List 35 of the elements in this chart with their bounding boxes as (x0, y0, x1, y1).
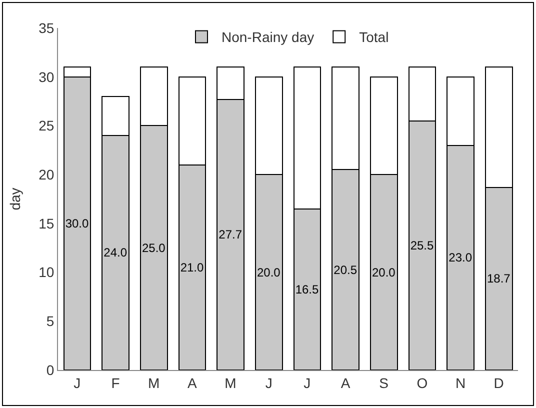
x-tick-label: M (148, 374, 160, 391)
x-tick-label: M (224, 374, 236, 391)
x-tick-label: J (304, 374, 311, 391)
legend-label: Non-Rainy day (222, 29, 314, 46)
data-label: 20.0 (372, 265, 396, 280)
data-label: 20.0 (256, 265, 281, 280)
y-tick-label: 20 (38, 166, 54, 182)
x-tick-label: S (379, 374, 388, 391)
data-label: 25.5 (410, 238, 434, 252)
y-tick-label: 35 (38, 20, 54, 36)
y-tick-label: 15 (38, 215, 54, 232)
x-tick-label: A (188, 374, 198, 391)
x-tick-label: J (74, 374, 81, 391)
x-tick-label: O (416, 374, 428, 391)
x-tick-label: J (265, 374, 272, 391)
data-label: 23.0 (448, 250, 472, 265)
y-tick-label: 10 (38, 264, 54, 280)
data-label: 18.7 (486, 272, 511, 286)
data-label: 16.5 (295, 282, 320, 296)
legend-label: Total (359, 29, 389, 46)
data-label: 30.0 (65, 216, 90, 230)
data-label: 24.0 (104, 246, 128, 260)
x-tick-label: F (111, 374, 120, 391)
x-tick-label: D (494, 374, 504, 391)
data-label: 21.0 (180, 260, 204, 274)
data-label: 20.5 (334, 262, 358, 277)
y-tick-label: 30 (38, 68, 54, 85)
y-axis-title: day (7, 188, 23, 210)
x-tick-label: N (455, 374, 466, 391)
data-label: 25.0 (142, 240, 166, 255)
y-tick-label: 0 (46, 362, 54, 378)
x-tick-label: A (340, 374, 351, 391)
y-tick-label: 5 (46, 313, 54, 330)
data-label: 27.7 (218, 228, 242, 242)
y-tick-label: 25 (38, 118, 54, 134)
